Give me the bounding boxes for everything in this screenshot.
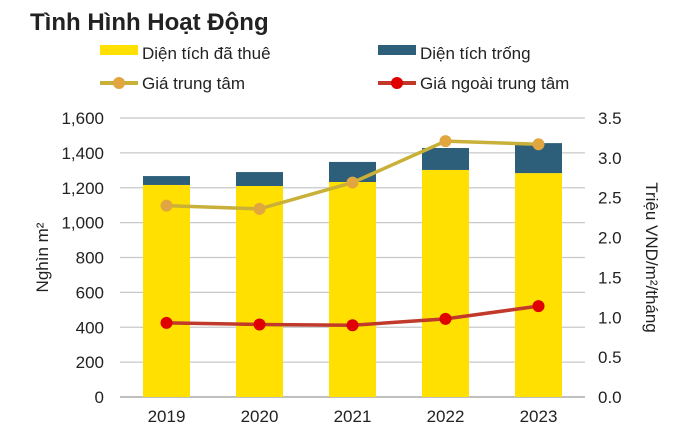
y-left-label: Nghìn m² — [33, 222, 52, 292]
marker-1-2023 — [532, 300, 545, 313]
marker-1-2020 — [253, 318, 266, 331]
y-right-tick: 0.5 — [598, 348, 622, 367]
y-left-tick: 1,600 — [61, 109, 104, 128]
legend-label-3: Giá ngoài trung tâm — [420, 74, 569, 93]
legend-label-1: Diện tích trống — [420, 44, 531, 63]
legend-swatch-1 — [378, 45, 416, 55]
legend-label-0: Diện tích đã thuê — [142, 44, 271, 63]
y-left-tick: 1,000 — [61, 214, 104, 233]
bar-1-2020 — [236, 172, 283, 187]
legend-marker-3 — [391, 77, 403, 89]
y-right-tick: 3.0 — [598, 149, 622, 168]
y-right-tick: 2.0 — [598, 229, 622, 248]
bar-0-2020 — [236, 186, 283, 397]
marker-0-2019 — [160, 199, 173, 212]
bar-0-2022 — [422, 169, 469, 397]
y-left-tick: 600 — [76, 283, 104, 302]
x-tick: 2019 — [148, 407, 186, 426]
bar-1-2022 — [422, 147, 469, 170]
x-tick: 2021 — [334, 407, 372, 426]
y-right-tick: 2.5 — [598, 189, 622, 208]
y-left-tick: 1,200 — [61, 179, 104, 198]
marker-1-2019 — [160, 316, 173, 329]
chart-title: Tình Hình Hoạt Động — [30, 9, 269, 36]
marker-1-2022 — [439, 312, 452, 325]
y-right-tick: 1.5 — [598, 268, 622, 287]
legend-label-2: Giá trung tâm — [142, 74, 245, 93]
y-right-tick: 0.0 — [598, 388, 622, 407]
y-right-label: Triệu VND/m²/tháng — [642, 182, 661, 333]
legend-marker-2 — [113, 77, 125, 89]
bar-1-2019 — [143, 176, 190, 185]
bar-0-2019 — [143, 184, 190, 397]
x-tick: 2023 — [520, 407, 558, 426]
y-left-tick: 0 — [95, 388, 104, 407]
y-left-tick: 400 — [76, 318, 104, 337]
bar-0-2021 — [329, 181, 376, 397]
y-left-tick: 800 — [76, 249, 104, 268]
y-right-tick: 3.5 — [598, 109, 622, 128]
y-left-tick: 1,400 — [61, 144, 104, 163]
bar-0-2023 — [515, 173, 562, 397]
y-left-tick: 200 — [76, 353, 104, 372]
marker-0-2022 — [439, 135, 452, 148]
y-right-tick: 1.0 — [598, 308, 622, 327]
marker-1-2021 — [346, 319, 359, 332]
x-tick: 2022 — [427, 407, 465, 426]
x-tick: 2020 — [241, 407, 279, 426]
marker-0-2020 — [253, 202, 266, 215]
marker-0-2023 — [532, 138, 545, 151]
legend-swatch-0 — [100, 45, 138, 55]
marker-0-2021 — [346, 176, 359, 189]
